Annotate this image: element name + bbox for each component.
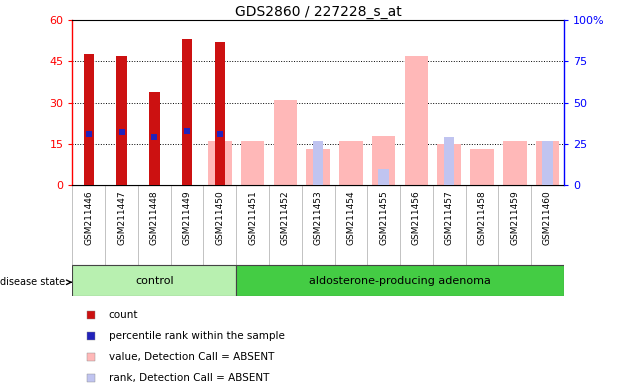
Bar (117, 56, 127, 185)
Text: GSM211459: GSM211459 (510, 190, 519, 245)
Title: GDS2860 / 227228_s_at: GDS2860 / 227228_s_at (235, 5, 401, 19)
Text: GSM211451: GSM211451 (248, 190, 257, 245)
Bar (339, 141, 363, 185)
Bar (215, 42, 225, 185)
Text: GSM211446: GSM211446 (84, 190, 93, 245)
Text: GSM211450: GSM211450 (215, 190, 224, 245)
Text: GSM211447: GSM211447 (117, 190, 126, 245)
Bar (182, 39, 192, 185)
Bar (437, 144, 461, 185)
Bar (404, 56, 428, 185)
Bar (208, 141, 232, 185)
Text: GSM211457: GSM211457 (445, 190, 454, 245)
Text: value, Detection Call = ABSENT: value, Detection Call = ABSENT (109, 352, 274, 362)
Text: GSM211448: GSM211448 (150, 190, 159, 245)
Bar (241, 141, 265, 185)
Text: GSM211460: GSM211460 (543, 190, 552, 245)
Bar (444, 137, 454, 185)
Text: GSM211453: GSM211453 (314, 190, 323, 245)
Bar (149, 91, 159, 185)
Bar (236, 265, 564, 296)
Text: aldosterone-producing adenoma: aldosterone-producing adenoma (309, 276, 491, 286)
Text: GSM211449: GSM211449 (183, 190, 192, 245)
Bar (84, 55, 94, 185)
Text: GSM211455: GSM211455 (379, 190, 388, 245)
Bar (72, 265, 236, 296)
Bar (372, 136, 396, 185)
Bar (536, 141, 559, 185)
Bar (542, 141, 553, 185)
Bar (503, 141, 527, 185)
Bar (273, 100, 297, 185)
Bar (306, 149, 330, 185)
Bar (313, 141, 323, 185)
Text: GSM211452: GSM211452 (281, 190, 290, 245)
Text: GSM211456: GSM211456 (412, 190, 421, 245)
Text: rank, Detection Call = ABSENT: rank, Detection Call = ABSENT (109, 373, 269, 383)
Text: GSM211454: GSM211454 (346, 190, 355, 245)
Text: GSM211458: GSM211458 (478, 190, 486, 245)
Text: count: count (109, 310, 138, 320)
Bar (470, 149, 494, 185)
Text: control: control (135, 276, 174, 286)
Text: percentile rank within the sample: percentile rank within the sample (109, 331, 285, 341)
Bar (379, 169, 389, 185)
Text: disease state: disease state (0, 277, 71, 287)
